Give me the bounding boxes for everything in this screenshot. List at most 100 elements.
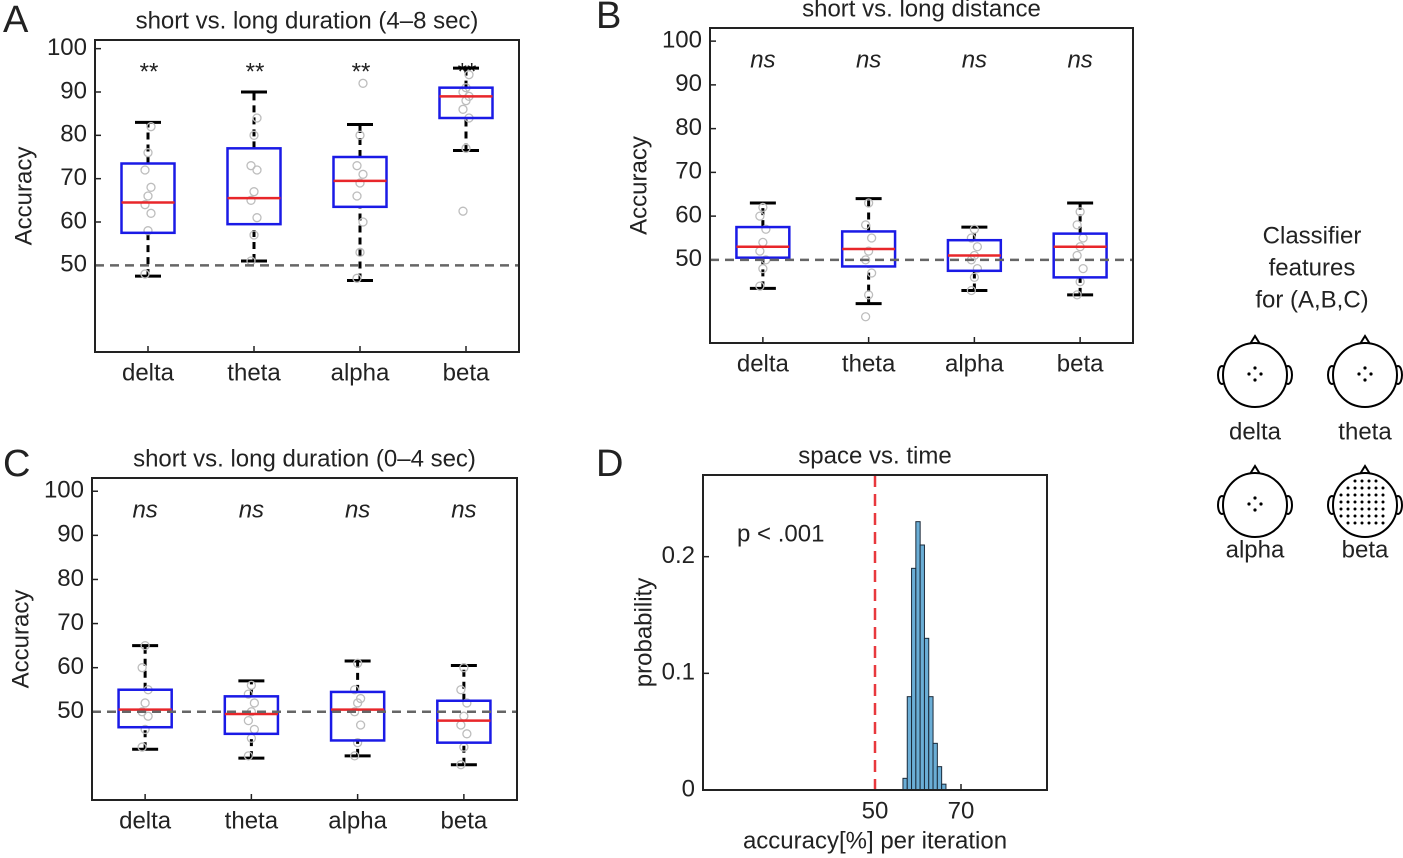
data-point: [146, 182, 156, 192]
histogram-bar: [902, 777, 908, 791]
significance: ns: [451, 496, 476, 523]
electrode-dots: [1247, 366, 1373, 512]
data-point: [249, 130, 259, 140]
head-beta: [1327, 464, 1403, 538]
significance: **: [139, 58, 158, 85]
data-point: [143, 711, 153, 721]
data-point: [355, 693, 366, 704]
data-point: [1075, 207, 1085, 217]
data-point: [243, 715, 254, 726]
legend-title-line: Classifier: [1263, 222, 1362, 249]
data-point: [246, 161, 256, 171]
data-point: [358, 169, 368, 179]
x-tick-label: theta: [227, 359, 281, 386]
significance: ns: [1067, 46, 1092, 73]
data-point: [456, 760, 466, 770]
data-point: [355, 130, 365, 140]
panel-letter: C: [3, 443, 30, 485]
x-axis-label: accuracy[%] per iteration: [743, 827, 1007, 854]
data-point: [358, 217, 368, 227]
data-point: [140, 269, 150, 279]
box: [735, 225, 791, 259]
data-point: [464, 70, 474, 80]
data-point: [972, 263, 983, 274]
data-point: [252, 165, 262, 175]
x-tick-label: alpha: [328, 807, 387, 834]
x-tick-label: beta: [441, 807, 488, 834]
box: [329, 690, 386, 742]
data-point: [249, 698, 260, 708]
x-tick-label: delta: [737, 350, 790, 377]
data-point: [755, 281, 765, 291]
data-point: [143, 191, 153, 201]
data-point: [352, 161, 362, 171]
significance: **: [351, 58, 370, 85]
data-point: [758, 202, 768, 213]
y-tick-label: 70: [57, 609, 84, 636]
data-point: [863, 290, 874, 300]
data-point: [966, 285, 977, 296]
head-alpha: [1217, 464, 1293, 538]
histogram-bar: [911, 567, 917, 791]
data-point: [1072, 250, 1082, 261]
significance: ns: [856, 46, 881, 73]
x-tick-label: delta: [119, 807, 172, 834]
data-point: [761, 224, 771, 234]
x-tick-label: delta: [122, 359, 175, 386]
electrode-dots-dense: [1339, 479, 1385, 525]
data-point: [352, 191, 362, 201]
x-tick-label: alpha: [331, 359, 390, 386]
y-axis-label: Accuracy: [625, 136, 652, 235]
histogram-bar: [919, 544, 925, 791]
axes-frame: [702, 474, 1048, 791]
significance: ns: [239, 496, 264, 523]
x-tick-label: beta: [443, 359, 490, 386]
data-point: [355, 178, 365, 188]
data-point: [140, 165, 150, 175]
data-point: [462, 698, 472, 708]
data-point: [352, 738, 363, 748]
data-point: [863, 198, 874, 208]
data-point: [146, 122, 156, 132]
y-tick-label: 0: [682, 775, 695, 802]
y-tick-label: 80: [57, 565, 84, 592]
data-point: [969, 272, 980, 283]
data-point: [243, 751, 254, 761]
data-point: [252, 213, 262, 223]
head-icons: [1217, 334, 1403, 538]
data-point: [249, 230, 259, 240]
histogram-bar: [923, 637, 930, 791]
data-point: [758, 237, 768, 248]
data-point: [456, 685, 466, 695]
y-tick-label: 60: [60, 207, 87, 234]
data-point: [355, 720, 366, 730]
data-point: [140, 640, 150, 651]
data-point: [349, 751, 360, 761]
data-point: [140, 200, 150, 210]
x-tick-label: theta: [225, 807, 279, 834]
box: [226, 147, 282, 226]
histogram-bar: [928, 696, 934, 791]
data-point: [459, 663, 469, 673]
y-tick-label: 90: [57, 521, 84, 548]
y-tick-label: 0.2: [662, 542, 695, 569]
x-tick-label: alpha: [945, 350, 1004, 377]
y-tick-label: 60: [57, 653, 84, 680]
annotation: p < .001: [737, 520, 824, 547]
x-tick-label: 70: [948, 797, 975, 824]
data-point: [143, 148, 153, 158]
box: [438, 86, 494, 120]
legend-label: beta: [1342, 536, 1389, 563]
y-axis-label: Accuracy: [7, 590, 34, 689]
y-tick-label: 100: [47, 34, 87, 61]
data-point: [461, 143, 471, 153]
data-point: [146, 208, 156, 218]
data-point: [355, 247, 365, 257]
y-tick-label: 0.1: [662, 659, 695, 686]
x-tick-label: theta: [842, 350, 896, 377]
data-point: [972, 242, 983, 252]
y-axis-label: probability: [630, 578, 657, 687]
significance: ns: [750, 46, 775, 73]
